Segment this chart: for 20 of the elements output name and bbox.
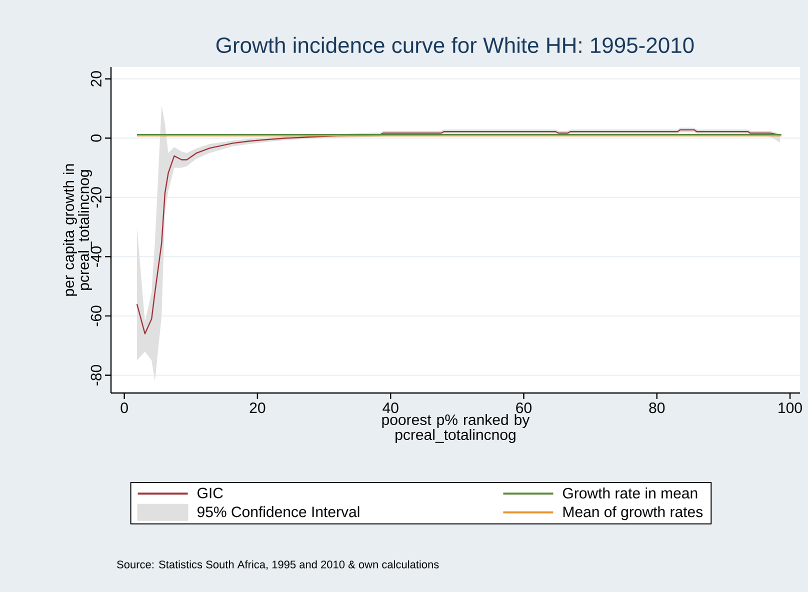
y-tick-label: 20 [90,71,102,86]
y-tick-label: -40 [90,246,102,267]
y-tick-label: -80 [90,364,102,386]
x-tick-label: 20 [250,402,266,414]
x-tick-label: 80 [649,402,665,414]
y-tick-label: 0 [90,134,102,142]
legend-label: GIC [198,488,223,498]
legend-label: Mean of growth rates [563,506,703,520]
legend-label: Growth rate in mean [562,487,698,499]
text: 95% Confidence Interval [198,506,360,518]
chart-title: Growth incidence curve for White HH: 1995-2010 [216,36,694,54]
x-tick-label: 0 [120,402,128,414]
y-tick-label: -60 [90,306,102,326]
source-note: Source: Statistics South Africa, 1995 and 2010 & own calculations [117,560,439,570]
y-tick-label: -20 [90,187,102,208]
x-tick-label: 100 [778,402,802,414]
x-axis-title: poorest p% ranked by pcreal_totalincnog [382,414,530,443]
x-tick-label: 40 [382,402,398,414]
y-axis-title: per capita growth in pcreal_totalincnog [63,164,92,296]
x-tick-label: 60 [516,402,532,414]
